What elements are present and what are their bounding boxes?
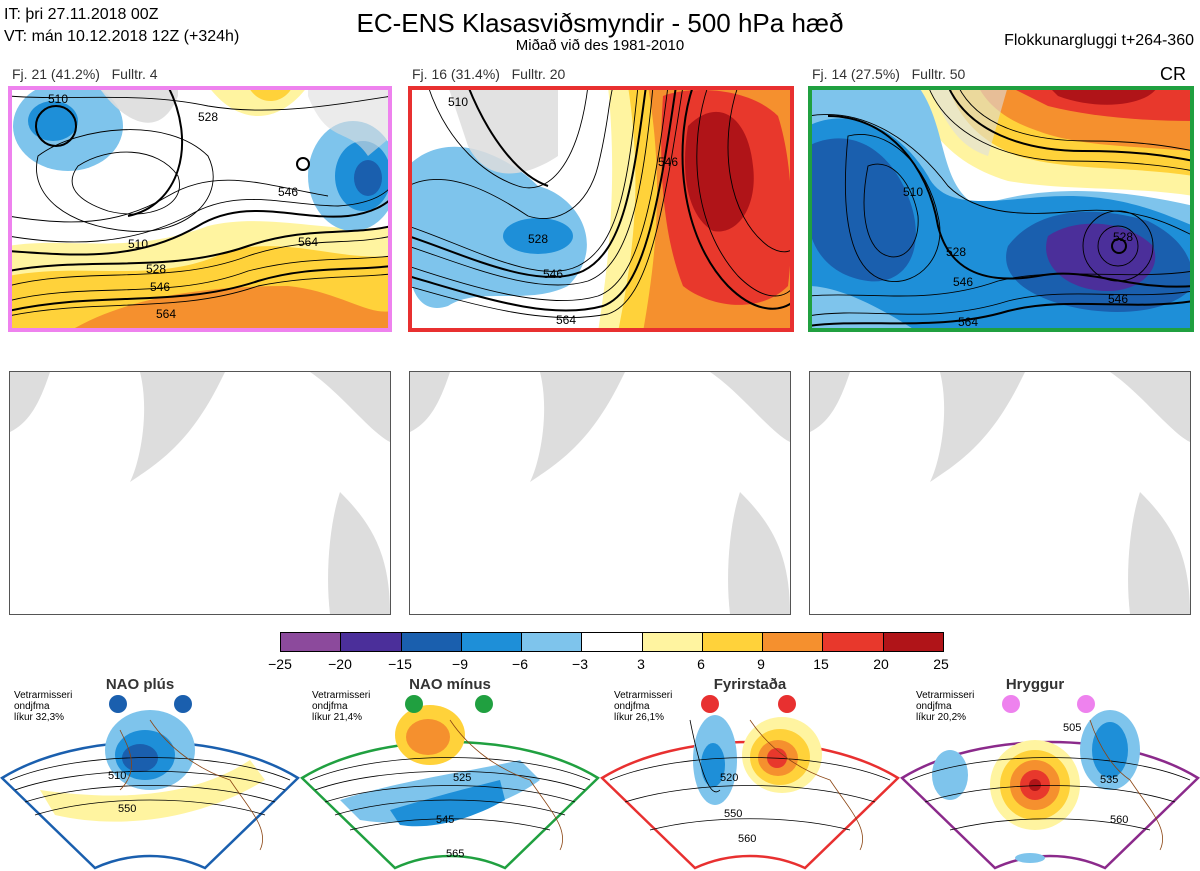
regime-dot xyxy=(475,695,493,713)
contour-label: 564 xyxy=(556,313,576,327)
cluster-border-2 xyxy=(408,86,794,332)
contour-label: 546 xyxy=(150,280,170,294)
regime-map-ridge[interactable]: 505 535 560 xyxy=(900,690,1200,871)
regime-note: Vetrarmisseri ondjfma líkur 20,2% xyxy=(916,690,975,723)
regime-note: Vetrarmisseri ondjfma líkur 32,3% xyxy=(14,690,73,723)
regime-map-blocking[interactable]: 520 550 560 xyxy=(600,690,900,871)
colorbar-tick: −6 xyxy=(512,656,528,672)
colorbar-tick: 3 xyxy=(637,656,645,672)
regime-dot xyxy=(778,695,796,713)
header-info: IT: þri 27.11.2018 00Z VT: mán 10.12.201… xyxy=(4,4,239,48)
regime-note: Vetrarmisseri ondjfma líkur 26,1% xyxy=(614,690,673,723)
colorbar-tick: 15 xyxy=(813,656,829,672)
cr-label: CR xyxy=(1160,64,1186,84)
contour-label: 535 xyxy=(1100,774,1118,786)
colorbar-tick: −25 xyxy=(268,656,292,672)
colorbar-tick: 9 xyxy=(757,656,765,672)
empty-map-3[interactable] xyxy=(809,371,1191,615)
colorbar-swatch xyxy=(763,633,824,651)
regime-title-ridge: Hryggur xyxy=(1005,676,1065,693)
regime-dot xyxy=(1002,695,1020,713)
contour-label: 560 xyxy=(738,833,756,845)
contour-label: 525 xyxy=(453,772,471,784)
colorbar-swatch xyxy=(642,633,703,651)
contour-label: 520 xyxy=(720,772,738,784)
init-time: IT: þri 27.11.2018 00Z xyxy=(4,6,159,23)
empty-map-2[interactable] xyxy=(409,371,791,615)
cluster-2-label: Fj. 16 (31.4%) Fulltr. 20 xyxy=(412,66,566,82)
cluster-1-label: Fj. 21 (41.2%) Fulltr. 4 xyxy=(12,66,158,82)
regime-dot xyxy=(405,695,423,713)
colorbar-swatch xyxy=(281,633,342,651)
colorbar-tick: −15 xyxy=(388,656,412,672)
regime-dot xyxy=(1077,695,1095,713)
regime-dot xyxy=(109,695,127,713)
contour-label: 546 xyxy=(953,275,973,289)
colorbar-tick: 20 xyxy=(873,656,889,672)
contour-label: 546 xyxy=(543,267,563,281)
contour-label: 564 xyxy=(156,307,176,321)
regime-note: Vetrarmisseri ondjfma líkur 21,4% xyxy=(312,690,371,723)
colorbar xyxy=(280,632,944,652)
contour-label: 528 xyxy=(528,232,548,246)
colorbar-swatch xyxy=(823,633,884,651)
regime-dot xyxy=(174,695,192,713)
contour-label: 545 xyxy=(436,814,454,826)
valid-time: VT: mán 10.12.2018 12Z (+324h) xyxy=(4,28,240,45)
cluster-3-label: Fj. 14 (27.5%) Fulltr. 50 xyxy=(812,66,966,82)
cluster-border-1 xyxy=(8,86,392,332)
regime-title-blocking: Fyrirstaða xyxy=(713,676,787,693)
regime-map-nao-minus[interactable]: 525 545 565 xyxy=(300,690,600,871)
contour-label: 510 xyxy=(448,95,468,109)
contour-label: 550 xyxy=(118,803,136,815)
colorbar-swatch xyxy=(401,633,462,651)
contour-label: 510 xyxy=(128,237,148,251)
window-label: Flokkunargluggi t+264-360 xyxy=(1004,32,1194,49)
empty-map-1[interactable] xyxy=(9,371,391,615)
contour-label: 546 xyxy=(658,155,678,169)
colorbar-swatch xyxy=(341,633,402,651)
regime-title-nao-minus: NAO mínus xyxy=(409,676,491,693)
cluster-border-3 xyxy=(808,86,1194,332)
page-title: EC-ENS Klasasviðsmyndir - 500 hPa hæð xyxy=(356,8,844,38)
colorbar-tick: −9 xyxy=(452,656,468,672)
colorbar-tick: −20 xyxy=(328,656,352,672)
colorbar-swatch xyxy=(582,633,643,651)
contour-label: 528 xyxy=(146,262,166,276)
regime-title-nao-plus: NAO plús xyxy=(105,676,175,693)
colorbar-swatch xyxy=(883,633,943,651)
colorbar-tick: 25 xyxy=(933,656,949,672)
contour-label: 505 xyxy=(1063,722,1081,734)
cluster-map-2[interactable]: 510 528 546 564 546 xyxy=(408,86,794,332)
contour-label: 564 xyxy=(958,315,978,329)
regime-dot xyxy=(701,695,719,713)
page-subtitle: Miðað við des 1981-2010 xyxy=(515,37,685,54)
contour-label: 564 xyxy=(298,235,318,249)
contour-label: 528 xyxy=(1113,230,1133,244)
cluster-map-1[interactable]: 510 528 546 564 510 528 546 564 xyxy=(8,86,392,332)
colorbar-swatch xyxy=(702,633,764,651)
contour-label: 560 xyxy=(1110,814,1128,826)
contour-label: 510 xyxy=(903,185,923,199)
regime-map-nao-plus[interactable]: 510 550 xyxy=(0,690,300,871)
contour-label: 528 xyxy=(198,110,218,124)
contour-label: 546 xyxy=(1108,292,1128,306)
colorbar-tick: −3 xyxy=(572,656,588,672)
contour-label: 528 xyxy=(946,245,966,259)
contour-label: 565 xyxy=(446,848,464,860)
contour-label: 546 xyxy=(278,185,298,199)
colorbar-swatch xyxy=(461,633,523,651)
contour-label: 510 xyxy=(108,770,126,782)
colorbar-swatch xyxy=(522,633,583,651)
cluster-map-3[interactable]: 510 528 546 564 528 546 xyxy=(808,86,1194,332)
contour-label: 510 xyxy=(48,92,68,106)
colorbar-tick: 6 xyxy=(697,656,705,672)
contour-label: 550 xyxy=(724,808,742,820)
